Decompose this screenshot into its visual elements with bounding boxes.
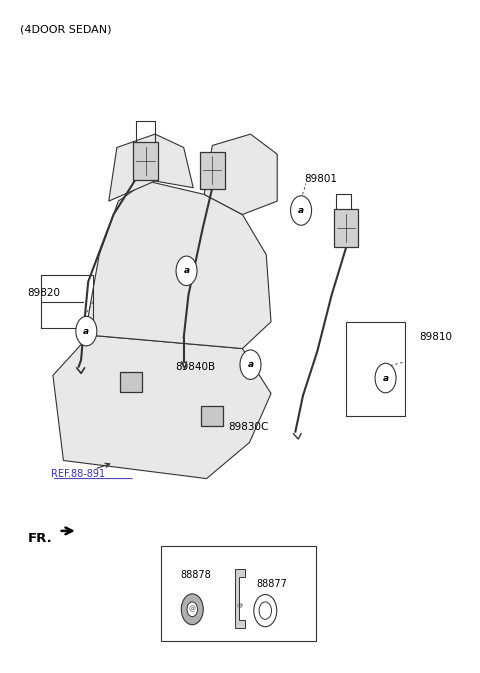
Text: a: a	[383, 374, 389, 382]
FancyBboxPatch shape	[200, 151, 225, 189]
Polygon shape	[53, 335, 271, 479]
Circle shape	[76, 316, 97, 346]
Text: @: @	[237, 604, 243, 608]
Text: (4DOOR SEDAN): (4DOOR SEDAN)	[21, 25, 112, 35]
Circle shape	[187, 602, 198, 616]
Polygon shape	[204, 134, 277, 215]
Text: 89820: 89820	[28, 288, 60, 298]
Text: 89801: 89801	[304, 174, 337, 184]
Circle shape	[240, 350, 261, 380]
Text: a: a	[247, 360, 253, 369]
Text: a: a	[298, 206, 304, 215]
Circle shape	[169, 548, 190, 578]
Circle shape	[254, 594, 277, 627]
Polygon shape	[109, 134, 193, 201]
Polygon shape	[85, 181, 271, 349]
FancyBboxPatch shape	[334, 209, 359, 247]
Text: a: a	[83, 326, 89, 336]
Text: a: a	[176, 559, 182, 567]
Text: a: a	[183, 267, 190, 275]
Bar	[161, 546, 316, 641]
Circle shape	[181, 594, 203, 625]
FancyBboxPatch shape	[201, 406, 223, 425]
Text: REF.88-891: REF.88-891	[51, 469, 106, 479]
FancyBboxPatch shape	[120, 372, 142, 392]
Text: 89830C: 89830C	[228, 422, 268, 432]
Circle shape	[259, 602, 272, 619]
Circle shape	[375, 363, 396, 393]
Text: 88877: 88877	[257, 579, 288, 589]
Polygon shape	[235, 569, 245, 628]
Text: @: @	[189, 606, 196, 612]
Text: 88878: 88878	[180, 570, 211, 579]
Text: 89840B: 89840B	[176, 361, 216, 371]
FancyBboxPatch shape	[133, 142, 158, 180]
Circle shape	[290, 196, 312, 225]
Text: 89810: 89810	[419, 332, 452, 341]
Text: FR.: FR.	[28, 532, 52, 545]
Circle shape	[176, 256, 197, 285]
